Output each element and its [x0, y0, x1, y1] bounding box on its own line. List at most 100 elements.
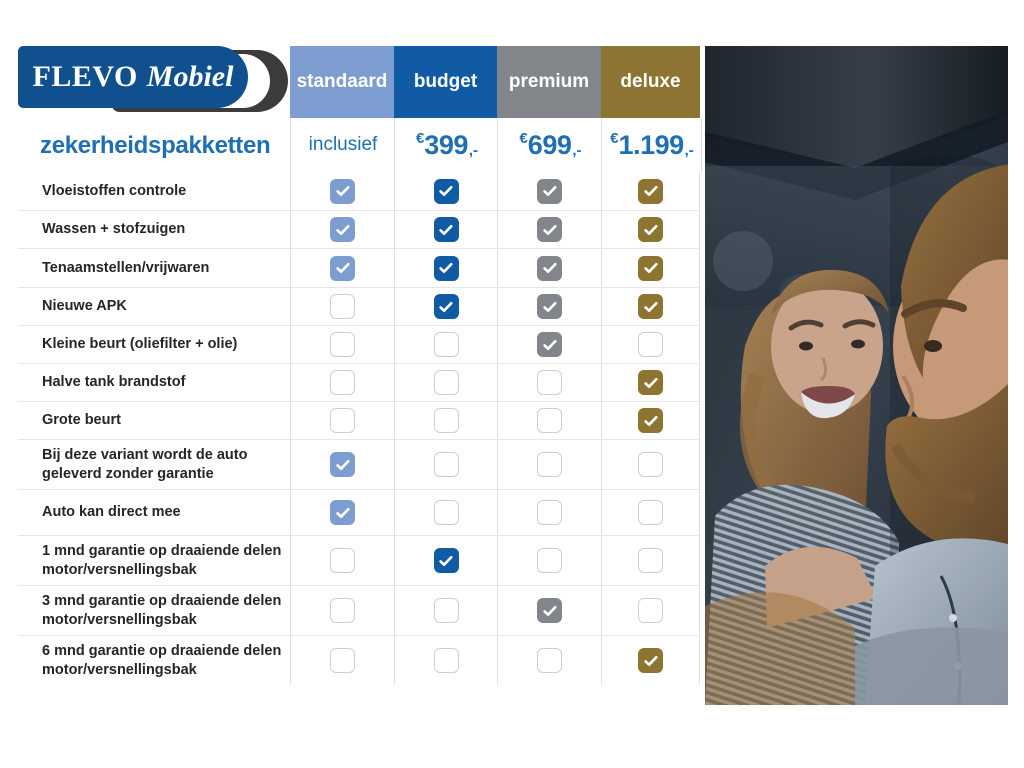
cell-budget [394, 636, 497, 685]
logo-primary-text: FLEVO [32, 60, 138, 93]
cell-deluxe [601, 326, 700, 363]
checkbox-checked-icon[interactable] [638, 294, 663, 319]
checkbox-checked-icon[interactable] [433, 178, 459, 204]
brand-logo: FLEVO Mobiel [18, 46, 288, 112]
price-cell-premium: €699 ,- [497, 118, 602, 172]
cell-budget [394, 536, 497, 585]
checkbox-unchecked-icon[interactable] [638, 332, 663, 357]
checkbox-checked-icon[interactable] [330, 178, 355, 204]
checkbox-unchecked-icon[interactable] [638, 548, 663, 573]
cell-premium [497, 586, 601, 635]
hero-photo [705, 46, 1008, 705]
checkbox-unchecked-icon[interactable] [330, 598, 355, 623]
checkbox-checked-icon[interactable] [537, 217, 562, 242]
checkbox-unchecked-icon[interactable] [433, 370, 459, 395]
column-header-standaard[interactable]: standaard [290, 46, 394, 118]
checkbox-unchecked-icon[interactable] [638, 500, 663, 525]
checkbox-unchecked-icon[interactable] [537, 452, 562, 477]
price-suffix: ,- [468, 141, 479, 159]
checkbox-unchecked-icon[interactable] [433, 408, 459, 433]
checkbox-checked-icon[interactable] [537, 255, 562, 281]
cell-deluxe [601, 440, 700, 489]
price-cell-deluxe: €1.199 ,- [601, 118, 702, 172]
checkbox-unchecked-icon[interactable] [330, 548, 355, 573]
checkbox-checked-icon[interactable] [638, 370, 663, 395]
feature-label: Kleine beurt (oliefilter + olie) [42, 336, 238, 353]
checkbox-checked-icon[interactable] [638, 217, 663, 242]
checkbox-checked-icon[interactable] [638, 408, 663, 433]
checkbox-unchecked-icon[interactable] [537, 408, 562, 433]
table-row: Auto kan direct mee [18, 489, 700, 535]
checkbox-checked-icon[interactable] [433, 294, 459, 319]
price-amount: 399 [424, 129, 468, 160]
feature-label: Grote beurt [42, 412, 121, 429]
checkbox-checked-icon[interactable] [330, 452, 355, 477]
checkbox-checked-icon[interactable] [433, 255, 459, 281]
checkbox-unchecked-icon[interactable] [330, 408, 355, 433]
column-header-deluxe[interactable]: deluxe [601, 46, 700, 118]
checkbox-unchecked-icon[interactable] [433, 598, 459, 623]
checkbox-checked-icon[interactable] [537, 598, 562, 623]
cell-standaard [290, 636, 394, 685]
checkbox-unchecked-icon[interactable] [537, 370, 562, 395]
checkbox-unchecked-icon[interactable] [330, 648, 355, 673]
table-row: Bij deze variant wordt de auto geleverd … [18, 439, 700, 489]
checkbox-unchecked-icon[interactable] [537, 500, 562, 525]
feature-label: Auto kan direct mee [42, 504, 181, 521]
price-included-label: inclusief [308, 134, 378, 155]
checkbox-checked-icon[interactable] [330, 217, 355, 242]
cell-budget [394, 364, 497, 401]
cell-budget [394, 440, 497, 489]
checkbox-checked-icon[interactable] [537, 294, 562, 319]
price-cell-budget: €399 ,- [394, 118, 498, 172]
cell-standaard [290, 288, 394, 325]
cell-premium [497, 536, 601, 585]
cell-budget [394, 402, 497, 439]
feature-label: 1 mnd garantie op draaiende delen motor/… [42, 542, 282, 578]
feature-label: Halve tank brandstof [42, 374, 186, 391]
checkbox-unchecked-icon[interactable] [537, 548, 562, 573]
checkbox-unchecked-icon[interactable] [433, 500, 459, 525]
checkbox-unchecked-icon[interactable] [537, 648, 562, 673]
checkbox-checked-icon[interactable] [537, 332, 562, 357]
feature-label: Vloeistoffen controle [42, 182, 187, 199]
checkbox-checked-icon[interactable] [638, 178, 663, 204]
checkbox-unchecked-icon[interactable] [433, 332, 459, 357]
cell-premium [497, 249, 601, 287]
column-header-premium[interactable]: premium [497, 46, 601, 118]
cell-standaard [290, 440, 394, 489]
checkbox-unchecked-icon[interactable] [330, 294, 355, 319]
checkbox-unchecked-icon[interactable] [638, 452, 663, 477]
cell-deluxe [601, 288, 700, 325]
cell-premium [497, 636, 601, 685]
checkbox-checked-icon[interactable] [537, 178, 562, 204]
checkbox-checked-icon[interactable] [330, 255, 355, 281]
checkbox-checked-icon[interactable] [433, 548, 459, 573]
checkbox-unchecked-icon[interactable] [433, 452, 459, 477]
checkbox-checked-icon[interactable] [638, 648, 663, 673]
cell-standaard [290, 536, 394, 585]
cell-deluxe [601, 586, 700, 635]
table-row: 6 mnd garantie op draaiende delen motor/… [18, 635, 700, 685]
cell-budget [394, 288, 497, 325]
feature-label: Wassen + stofzuigen [42, 221, 186, 238]
checkbox-checked-icon[interactable] [638, 255, 663, 281]
checkbox-unchecked-icon[interactable] [330, 332, 355, 357]
cell-standaard [290, 364, 394, 401]
cell-budget [394, 211, 497, 248]
checkbox-unchecked-icon[interactable] [638, 598, 663, 623]
column-header-label: deluxe [620, 71, 681, 92]
cell-deluxe [601, 636, 700, 685]
cell-deluxe [601, 536, 700, 585]
column-header-budget[interactable]: budget [394, 46, 497, 118]
checkbox-unchecked-icon[interactable] [330, 370, 355, 395]
checkbox-checked-icon[interactable] [433, 217, 459, 242]
price-cell-standaard: inclusief [290, 118, 395, 172]
cell-premium [497, 364, 601, 401]
table-row: Grote beurt [18, 401, 700, 439]
cell-budget [394, 172, 497, 210]
checkbox-unchecked-icon[interactable] [433, 648, 459, 673]
table-row: 3 mnd garantie op draaiende delen motor/… [18, 585, 700, 635]
checkbox-checked-icon[interactable] [330, 500, 355, 525]
currency-symbol: € [610, 129, 619, 147]
